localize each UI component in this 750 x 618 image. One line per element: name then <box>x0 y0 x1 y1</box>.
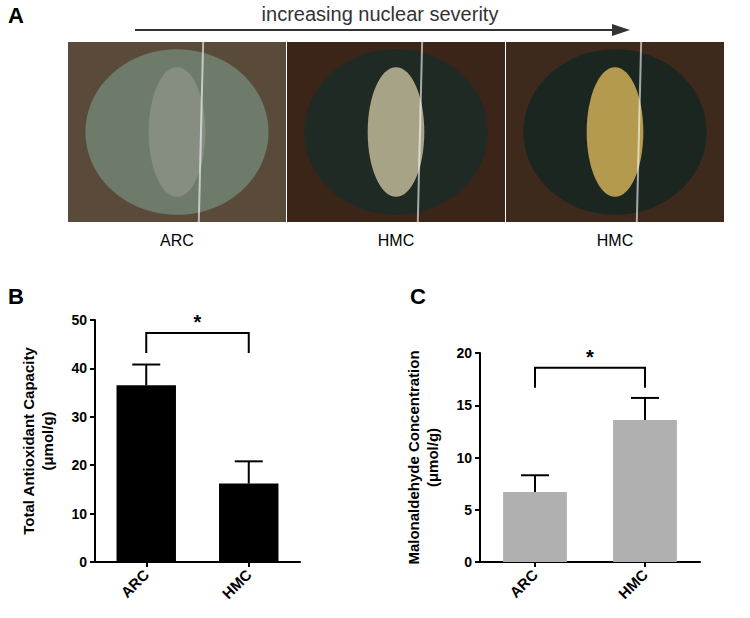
svg-text:increasing nuclear severity: increasing nuclear severity <box>262 3 499 25</box>
svg-text:(μmol/g): (μmol/g) <box>39 411 56 470</box>
svg-text:15: 15 <box>456 397 472 413</box>
svg-text:Malonaldehyde Concentration: Malonaldehyde Concentration <box>405 350 422 564</box>
svg-text:0: 0 <box>79 554 87 570</box>
svg-text:20: 20 <box>456 345 472 361</box>
svg-text:10: 10 <box>71 506 87 522</box>
svg-text:30: 30 <box>71 409 87 425</box>
svg-text:*: * <box>586 346 594 368</box>
svg-text:ARC: ARC <box>506 566 541 601</box>
svg-text:HMC: HMC <box>597 232 633 249</box>
svg-text:ARC: ARC <box>160 232 194 249</box>
svg-text:5: 5 <box>464 502 472 518</box>
svg-text:C: C <box>410 284 426 309</box>
svg-text:0: 0 <box>464 554 472 570</box>
svg-text:(μmol/g): (μmol/g) <box>424 428 441 487</box>
svg-text:*: * <box>194 311 202 333</box>
svg-text:40: 40 <box>71 360 87 376</box>
svg-text:HMC: HMC <box>378 232 414 249</box>
svg-text:HMC: HMC <box>219 566 255 602</box>
svg-text:Total Antioxidant Capacity: Total Antioxidant Capacity <box>20 347 37 535</box>
svg-text:ARC: ARC <box>117 566 152 601</box>
svg-text:B: B <box>8 284 24 309</box>
svg-text:50: 50 <box>71 312 87 328</box>
svg-text:10: 10 <box>456 450 472 466</box>
svg-text:20: 20 <box>71 457 87 473</box>
svg-text:HMC: HMC <box>615 566 651 602</box>
svg-text:A: A <box>8 3 24 28</box>
